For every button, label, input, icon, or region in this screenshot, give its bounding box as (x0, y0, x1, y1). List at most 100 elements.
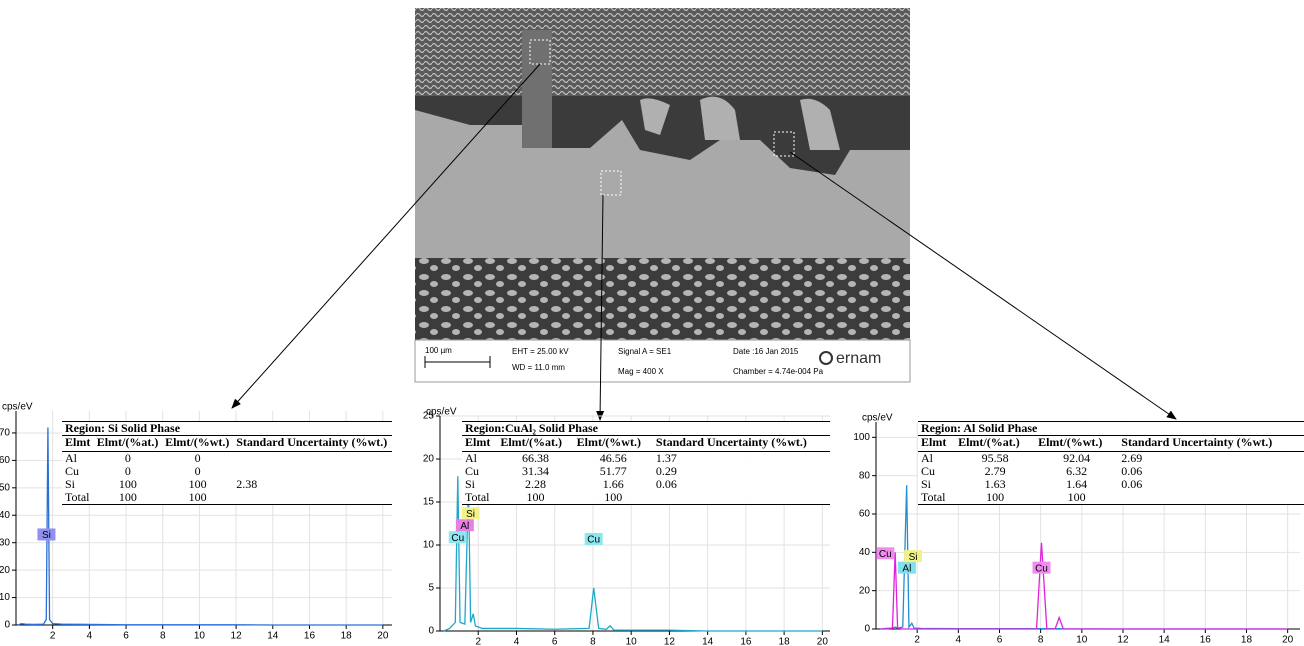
signal: Signal A = SE1 (618, 347, 672, 356)
peak-label: Al (902, 563, 911, 574)
peak-label: Al (460, 521, 469, 532)
table-title-row: Region: Al Solid Phase (918, 422, 1304, 436)
wd: WD = 11.0 mm (512, 363, 565, 372)
table-title: Region: Si Solid Phase (62, 422, 392, 436)
y-tick-label: 20 (0, 565, 10, 576)
table-cell (1118, 491, 1304, 505)
peak-label: Cu (451, 533, 464, 544)
x-tick-label: 2 (475, 637, 481, 646)
table-cell: 100 (162, 491, 233, 505)
x-tick-label: 6 (997, 635, 1003, 646)
table-cell: 100 (955, 491, 1035, 505)
y-tick-label: 0 (4, 620, 10, 631)
page: 100 µm EHT = 25.00 kV WD = 11.0 mm Signa… (0, 0, 1304, 646)
table-cell: 46.56 (574, 452, 653, 466)
y-tick-label: 30 (0, 537, 10, 548)
x-tick-label: 4 (514, 637, 520, 646)
peak-label: Si (466, 509, 475, 520)
x-tick-label: 14 (702, 637, 714, 646)
table-cell: 2.69 (1118, 452, 1304, 466)
table-row: Total100100 (462, 491, 830, 505)
peak-label: Si (909, 552, 918, 563)
logo: ernam (836, 350, 881, 367)
table-cell: 0.06 (1118, 478, 1304, 491)
y-tick-label: 50 (0, 482, 10, 493)
column-header: Standard Uncertainty (%wt.) (233, 436, 392, 452)
y-tick-label: 40 (859, 547, 871, 558)
table-title-row: Region: Si Solid Phase (62, 422, 392, 436)
table: Region: Al Solid PhaseElmtElmt/(%at.)Elm… (918, 421, 1304, 505)
y-axis-label: cps/eV (862, 413, 893, 424)
y-axis-label: cps/eV (2, 402, 33, 413)
column-header: Elmt/(%at.) (94, 436, 162, 452)
table-row: Cu00 (62, 465, 392, 478)
x-tick-label: 12 (664, 637, 676, 646)
column-header: Elmt (62, 436, 94, 452)
mag: Mag = 400 X (618, 367, 664, 376)
table-row: Total100100 (62, 491, 392, 505)
x-tick-label: 20 (377, 631, 389, 642)
peak-label: Cu (587, 535, 600, 546)
table-cell (653, 491, 830, 505)
table-cell: Al (918, 452, 955, 466)
spectrum (880, 543, 1288, 629)
table-cell: 0.06 (1118, 465, 1304, 478)
x-tick-label: 16 (740, 637, 752, 646)
table-cell: Total (62, 491, 94, 505)
x-tick-label: 4 (956, 635, 962, 646)
table-cell (233, 452, 392, 466)
x-tick-label: 2 (914, 635, 920, 646)
y-tick-label: 70 (0, 428, 10, 439)
y-tick-label: 0 (864, 624, 870, 635)
x-tick-label: 2 (50, 631, 56, 642)
sem-image: 100 µm EHT = 25.00 kV WD = 11.0 mm Signa… (415, 8, 910, 382)
table-cell: 0.06 (653, 478, 830, 491)
date: Date :16 Jan 2015 (733, 347, 799, 356)
table-cell: 100 (94, 491, 162, 505)
peak-label: Cu (1035, 563, 1048, 574)
table-cell: 0 (162, 452, 233, 466)
x-tick-label: 20 (817, 637, 829, 646)
column-header: Elmt/(%at.) (497, 436, 573, 452)
peak-label: Si (42, 530, 51, 541)
results-table: Region: Si Solid PhaseElmtElmt/(%at.)Elm… (62, 421, 392, 505)
x-tick-label: 18 (341, 631, 353, 642)
x-tick-label: 14 (267, 631, 279, 642)
column-header: Elmt/(%wt.) (574, 436, 653, 452)
table-cell: 1.37 (653, 452, 830, 466)
x-tick-label: 12 (1117, 635, 1129, 646)
table-cell: 2.38 (233, 478, 392, 491)
table-title-row: Region:CuAl₂ Solid Phase (462, 422, 830, 436)
table-row: Si1001002.38 (62, 478, 392, 491)
x-tick-label: 18 (1241, 635, 1253, 646)
column-header: Elmt/(%at.) (955, 436, 1035, 452)
y-tick-label: 10 (423, 540, 435, 551)
x-tick-label: 16 (304, 631, 316, 642)
scale-bar: 100 µm (425, 346, 452, 355)
table: Region: Si Solid PhaseElmtElmt/(%at.)Elm… (62, 421, 392, 505)
x-tick-label: 8 (590, 637, 596, 646)
table-cell: 0 (94, 452, 162, 466)
column-header: Elmt (918, 436, 955, 452)
x-tick-label: 14 (1159, 635, 1171, 646)
table-title: Region: Al Solid Phase (918, 422, 1304, 436)
table-cell: 100 (574, 491, 653, 505)
table-cell (233, 465, 392, 478)
y-tick-label: 60 (859, 509, 871, 520)
x-tick-label: 8 (1038, 635, 1044, 646)
table-cell (233, 491, 392, 505)
y-axis-label: cps/eV (426, 407, 457, 418)
column-header: Elmt/(%wt.) (162, 436, 233, 452)
x-tick-label: 6 (123, 631, 129, 642)
table-cell: 100 (497, 491, 573, 505)
spectrum (880, 485, 1288, 629)
table-cell: 66.38 (497, 452, 573, 466)
x-tick-label: 10 (194, 631, 206, 642)
x-tick-label: 10 (626, 637, 638, 646)
y-tick-label: 0 (428, 626, 434, 637)
